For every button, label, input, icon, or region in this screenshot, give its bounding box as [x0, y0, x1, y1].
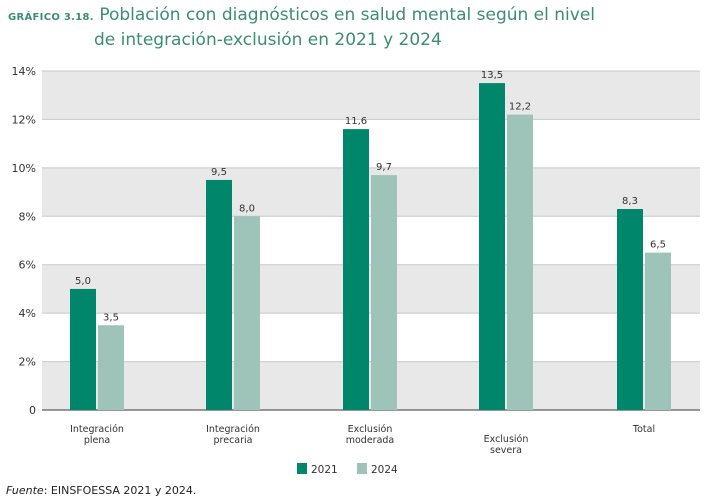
title-line-1: Población con diagnósticos en salud ment…	[99, 5, 596, 25]
y-tick-label: 6%	[19, 259, 36, 272]
grid-band	[42, 71, 700, 120]
data-label: 13,5	[481, 70, 503, 81]
data-label: 6,5	[650, 240, 666, 251]
y-tick-label: 14%	[12, 65, 36, 78]
bar-2024	[507, 114, 533, 410]
x-tick-label: Integración	[70, 424, 124, 435]
chart-number: GRÁFICO 3.18.	[8, 12, 94, 23]
x-tick-label: Integración	[206, 424, 260, 435]
bar-2021	[343, 129, 369, 410]
data-label: 9,7	[376, 162, 392, 173]
data-label: 11,6	[345, 116, 367, 127]
y-tick-label: 10%	[12, 162, 36, 175]
x-tick-label: Total	[632, 424, 655, 435]
x-tick-label: severa	[490, 445, 522, 456]
y-tick-label: 8%	[19, 210, 36, 223]
data-label: 3,5	[103, 312, 119, 323]
data-label: 8,0	[239, 203, 255, 214]
x-tick-label: Exclusión	[484, 434, 529, 445]
data-label: 8,3	[622, 196, 638, 207]
source-text: : EINSFOESSA 2021 y 2024.	[43, 484, 197, 497]
bar-2024	[98, 325, 124, 410]
y-tick-label: 0	[29, 404, 36, 417]
bar-2021	[206, 179, 232, 410]
bar-2024	[234, 216, 260, 410]
data-label: 9,5	[211, 167, 227, 178]
x-tick-label: Exclusión	[348, 424, 393, 435]
legend-label: 2021	[311, 464, 338, 476]
bar-2021	[617, 209, 643, 410]
source-note: Fuente: EINSFOESSA 2021 y 2024.	[6, 484, 196, 497]
legend-swatch-2021	[297, 463, 307, 474]
data-label: 12,2	[509, 102, 531, 113]
bar-2024	[371, 175, 397, 410]
x-tick-label: plena	[84, 435, 110, 446]
y-tick-label: 12%	[12, 113, 36, 126]
legend-swatch-2024	[357, 463, 367, 474]
bar-2021	[479, 83, 505, 410]
y-tick-label: 4%	[19, 307, 36, 320]
x-tick-label: moderada	[346, 435, 395, 446]
data-label: 5,0	[75, 276, 91, 287]
bar-2024	[645, 252, 671, 410]
chart-title: GRÁFICO 3.18. Población con diagnósticos…	[8, 4, 595, 51]
y-tick-label: 2%	[19, 356, 36, 369]
legend-label: 2024	[371, 464, 398, 476]
title-line-2: de integración-exclusión en 2021 y 2024	[94, 30, 442, 50]
x-tick-label: precaria	[214, 435, 253, 446]
source-prefix: Fuente	[6, 484, 44, 497]
bar-2021	[70, 288, 96, 410]
